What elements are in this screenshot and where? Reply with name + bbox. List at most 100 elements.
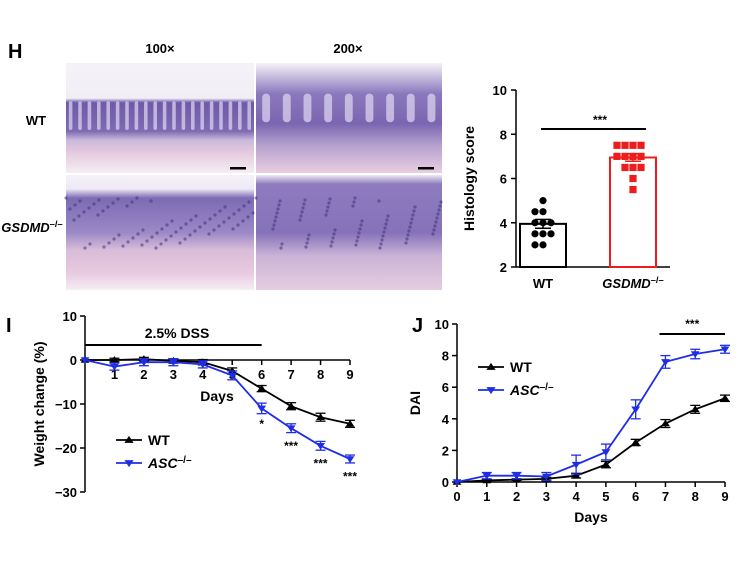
micrograph-gsdmd-200x-nucleus: [379, 242, 383, 246]
h-category-0: WT: [533, 276, 553, 291]
micrograph-gsdmd-200x: [254, 175, 443, 290]
micrograph-gsdmd-100x-nucleus: [102, 245, 106, 249]
micrograph-gsdmd-200x-nucleus: [254, 196, 258, 200]
i-y-tick-label: −20: [55, 441, 77, 456]
micrograph-gsdmd-100x-nucleus: [251, 211, 255, 215]
i-x-tick-label: 6: [258, 367, 265, 382]
micrograph-gsdmd-100x-nucleus: [125, 204, 129, 208]
i-point-1: [139, 359, 149, 367]
micrograph-gsdmd-200x-nucleus: [384, 222, 388, 226]
micrograph-gsdmd-100x-nucleus: [223, 205, 227, 209]
micrograph-gsdmd-200x-nucleus: [352, 200, 356, 204]
j-x-tick-label: 7: [662, 489, 669, 504]
micrograph-gsdmd-200x-nucleus: [328, 197, 332, 201]
micrograph-gsdmd-100x-nucleus: [87, 206, 91, 210]
row-label-gsdmd-sup: –/–: [50, 218, 63, 229]
micrograph-gsdmd-200x-nucleus: [439, 200, 443, 204]
micrograph-gsdmd-100x-nucleus: [116, 197, 120, 201]
micrograph-gsdmd-100x-nucleus: [232, 212, 236, 216]
micrograph-gsdmd-100x-nucleus: [189, 218, 193, 222]
micrograph-gsdmd-100x-nucleus: [203, 221, 207, 225]
micrograph-gsdmd-200x-nucleus: [271, 227, 275, 231]
j-point-1: [690, 351, 700, 358]
i-sig-0: *: [259, 417, 264, 431]
h-point-gsdmd: [637, 141, 645, 149]
micrograph-gsdmd-200x-nucleus: [409, 221, 413, 225]
micrograph-gsdmd-200x-nucleus: [353, 196, 357, 200]
micrograph-gsdmd-200x-nucleus: [273, 219, 277, 223]
i-point-0: [316, 413, 325, 420]
j-point-0: [720, 394, 730, 402]
h-point-gsdmd: [621, 163, 629, 172]
h-point-wt: [531, 241, 539, 249]
micrograph-wt-100x-crypt: [97, 101, 101, 130]
i-y-tick-label: 10: [63, 309, 77, 324]
i-y-tick-label: −30: [55, 485, 77, 500]
j-y-label: DAI: [407, 391, 423, 415]
micrograph-gsdmd-200x-nucleus: [326, 205, 330, 209]
j-point-1: [601, 449, 611, 456]
h-point-gsdmd: [629, 185, 637, 194]
micrograph-gsdmd-200x-nucleus: [302, 202, 306, 206]
micrograph-gsdmd-200x-nucleus: [307, 233, 311, 237]
micrograph-gsdmd-200x-nucleus: [386, 214, 390, 218]
micrograph-gsdmd-100x-nucleus: [78, 199, 82, 203]
micrograph-wt-200x: [256, 63, 442, 173]
j-legend-label-0: WT: [510, 359, 532, 375]
micrograph-wt-100x-crypt: [191, 101, 195, 130]
micrograph-gsdmd-200x-nucleus: [437, 208, 441, 212]
j-y-tick-label: 0: [442, 475, 449, 490]
i-legend-label-0: WT: [148, 432, 170, 448]
micrograph-gsdmd-100x-nucleus: [64, 196, 68, 200]
i-sig-1: ***: [284, 439, 298, 453]
h-point-wt: [531, 219, 539, 227]
micrograph-gsdmd-200x-nucleus: [358, 227, 362, 231]
micrograph-wt-200x-crypt: [324, 93, 333, 123]
micrograph-gsdmd-200x-nucleus: [404, 241, 408, 245]
h-category-1-main: GSDMD: [602, 276, 651, 291]
micrograph-gsdmd-100x-nucleus: [112, 237, 116, 241]
j-x-tick-label: 6: [632, 489, 639, 504]
panel-letter-j: J: [412, 315, 423, 337]
micrograph-gsdmd-100x-nucleus: [246, 215, 250, 219]
h-point-gsdmd: [613, 141, 621, 149]
h-y-label: Histology score: [461, 126, 477, 231]
micrograph-wt-100x-crypt: [153, 101, 157, 130]
i-y-label: Weight change (%): [31, 342, 47, 467]
j-legend-label-1-main: ASC: [509, 382, 540, 398]
micrograph-gsdmd-200x-nucleus: [277, 203, 281, 207]
h-category-1-sup: –/–: [651, 274, 664, 285]
i-y-tick-label: −10: [55, 397, 77, 412]
h-point-gsdmd: [629, 152, 637, 160]
micrograph-gsdmd-100x-nucleus: [107, 241, 111, 245]
j-series-line-1: [456, 348, 726, 483]
panel-h: H 100× 200× WT GSDMD–/–: [1, 41, 443, 290]
i-x-tick-label: 2: [140, 367, 147, 382]
i-legend-label-0-main: WT: [148, 432, 170, 448]
i-point-1: [168, 359, 178, 367]
micrograph-gsdmd-100x-nucleus: [174, 230, 178, 234]
micrograph-gsdmd-100x-nucleus: [83, 246, 87, 250]
i-point-1: [316, 443, 325, 450]
j-point-0: [601, 460, 611, 468]
micrograph-gsdmd-100x-nucleus: [213, 213, 217, 217]
panel-letter-h: H: [8, 41, 22, 63]
j-point-0: [661, 419, 670, 427]
micrograph-gsdmd-100x-nucleus: [170, 219, 174, 223]
micrograph-gsdmd-100x-nucleus: [184, 222, 188, 226]
micrograph-gsdmd-200x-nucleus: [329, 244, 333, 248]
micrograph-gsdmd-200x-nucleus: [381, 234, 385, 238]
i-point-1: [345, 456, 355, 463]
micrograph-gsdmd-200x-nucleus: [275, 211, 279, 215]
micrograph-gsdmd-200x-nucleus: [405, 237, 409, 241]
i-dss-label: 2.5% DSS: [145, 325, 210, 341]
j-x-tick-label: 1: [483, 489, 490, 504]
micrograph-gsdmd-100x-nucleus: [73, 203, 77, 207]
micrograph-gsdmd-100x-nucleus: [82, 210, 86, 214]
micrograph-gsdmd-200x-nucleus: [408, 225, 412, 229]
row-label-wt: WT: [26, 113, 46, 128]
i-legend-marker-0: [124, 435, 134, 443]
h-bar-1: [609, 156, 657, 268]
micrograph-gsdmd-100x-nucleus: [77, 214, 81, 218]
